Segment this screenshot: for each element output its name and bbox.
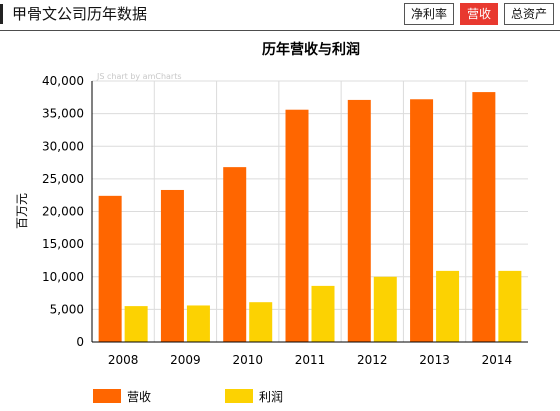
bar-profit-2009[interactable] bbox=[186, 305, 210, 342]
y-tick-label: 0 bbox=[76, 335, 84, 349]
tab-revenue[interactable]: 营收 bbox=[459, 3, 498, 25]
chart-axes: 0 5,000 10,000 15,000 20,000 25,000 30,000 35,0… bbox=[42, 74, 528, 367]
bar-profit-2013[interactable] bbox=[436, 270, 460, 342]
x-tick-label: 2014 bbox=[482, 353, 513, 367]
x-tick-label: 2009 bbox=[170, 353, 201, 367]
y-tick-label: 20,000 bbox=[42, 205, 84, 219]
legend-swatch bbox=[93, 389, 121, 403]
bar-revenue-2013[interactable] bbox=[410, 99, 434, 343]
bar-revenue-2011[interactable] bbox=[285, 109, 309, 343]
y-tick-label: 10,000 bbox=[42, 270, 84, 284]
chart-bars bbox=[98, 92, 522, 343]
x-tick-label: 2011 bbox=[295, 353, 326, 367]
x-tick-label: 2013 bbox=[419, 353, 450, 367]
bar-revenue-2010[interactable] bbox=[223, 167, 247, 342]
title-accent-bar bbox=[0, 4, 3, 24]
tab-group: 净利率 营收 总资产 bbox=[403, 3, 554, 25]
legend-label: 利润 bbox=[259, 390, 283, 404]
x-tick-label: 2008 bbox=[108, 353, 139, 367]
x-tick-label: 2010 bbox=[232, 353, 263, 367]
y-axis-label: 百万元 bbox=[15, 193, 29, 229]
tab-net-margin[interactable]: 净利率 bbox=[403, 3, 454, 25]
y-tick-label: 35,000 bbox=[42, 107, 84, 121]
y-tick-label: 40,000 bbox=[42, 74, 84, 88]
chart-grid bbox=[92, 80, 528, 343]
header: 甲骨文公司历年数据 净利率 营收 总资产 bbox=[0, 0, 560, 31]
bar-profit-2014[interactable] bbox=[498, 270, 522, 342]
bar-revenue-2009[interactable] bbox=[160, 189, 184, 342]
legend-swatch bbox=[225, 389, 253, 403]
bar-revenue-2012[interactable] bbox=[347, 99, 371, 342]
bar-revenue-2014[interactable] bbox=[472, 92, 496, 342]
bar-profit-2008[interactable] bbox=[124, 306, 148, 342]
bar-profit-2012[interactable] bbox=[373, 276, 397, 342]
x-tick-label: 2012 bbox=[357, 353, 388, 367]
page-title: 甲骨文公司历年数据 bbox=[12, 5, 148, 23]
chart-legend: 营收 利润 bbox=[93, 389, 283, 404]
legend-label: 营收 bbox=[127, 390, 151, 404]
y-tick-label: 25,000 bbox=[42, 172, 84, 186]
y-tick-label: 5,000 bbox=[50, 302, 84, 316]
chart-title: 历年营收与利润 bbox=[262, 41, 360, 58]
bar-profit-2011[interactable] bbox=[311, 285, 335, 342]
tab-total-assets[interactable]: 总资产 bbox=[503, 3, 554, 25]
bar-profit-2010[interactable] bbox=[249, 302, 273, 342]
chart-credit: JS chart by amCharts bbox=[96, 72, 182, 81]
chart: 历年营收与利润 JS chart by amCharts 0 5,000 10,00… bbox=[15, 41, 528, 404]
bar-revenue-2008[interactable] bbox=[98, 195, 122, 342]
y-tick-label: 30,000 bbox=[42, 139, 84, 153]
y-tick-label: 15,000 bbox=[42, 237, 84, 251]
